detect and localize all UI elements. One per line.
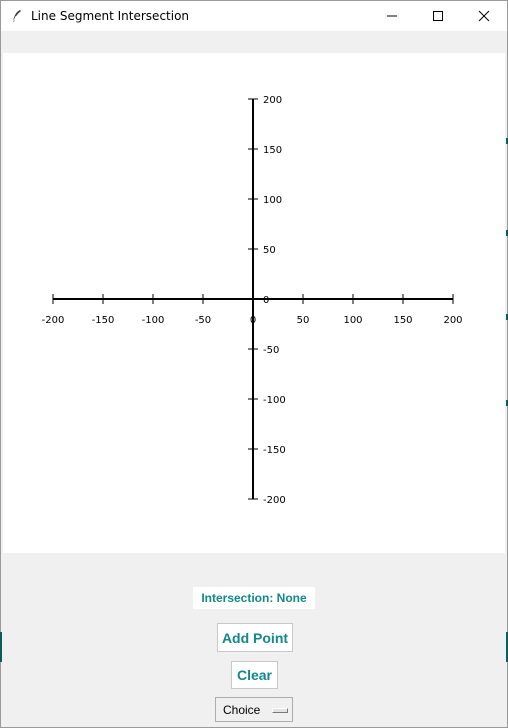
background-edge [506,314,508,320]
y-tick-label: 200 [263,95,282,106]
minimize-button[interactable] [369,1,415,31]
y-tick-label: 100 [263,195,282,206]
title-bar[interactable]: Line Segment Intersection [1,1,507,31]
choice-label: Choice [223,703,261,717]
background-edge [506,138,508,144]
x-tick-label: 100 [343,315,362,326]
x-tick-label: 200 [443,315,462,326]
x-tick-label: -100 [142,315,165,326]
y-tick-label: -100 [263,395,286,406]
background-edge [506,632,508,662]
y-tick-label: 0 [263,295,269,306]
clear-button[interactable]: Clear [231,661,278,689]
background-edge [506,230,508,236]
choice-menubutton[interactable]: Choice [215,697,293,722]
menu-indicator-icon [272,708,288,713]
y-tick-label: 150 [263,145,282,156]
x-tick-label: 0 [250,315,256,326]
maximize-icon [433,11,443,21]
background-edge [506,400,508,406]
x-tick-label: -50 [195,315,211,326]
y-tick-label: 50 [263,245,276,256]
close-button[interactable] [461,1,507,31]
maximize-button[interactable] [415,1,461,31]
background-edge [0,632,2,662]
drawing-canvas[interactable]: -200 -150 -100 -50 0 50 100 150 200 200 150 100 50 0 -… [3,53,505,553]
window-title: Line Segment Intersection [31,9,190,23]
add-point-button[interactable]: Add Point [217,623,293,652]
x-tick-label: -200 [42,315,65,326]
y-tick-label: -50 [263,345,279,356]
x-tick-label: 50 [297,315,310,326]
minimize-icon [387,15,397,17]
feather-icon [12,10,21,23]
y-tick-label: -150 [263,445,286,456]
x-tick-label: -150 [92,315,115,326]
y-tick-label: -200 [263,495,286,506]
intersection-status: Intersection: None [193,587,315,609]
x-tick-label: 150 [393,315,412,326]
coordinate-axes: -200 -150 -100 -50 0 50 100 150 200 200 150 100 50 0 -… [42,95,463,506]
close-icon [478,10,490,22]
